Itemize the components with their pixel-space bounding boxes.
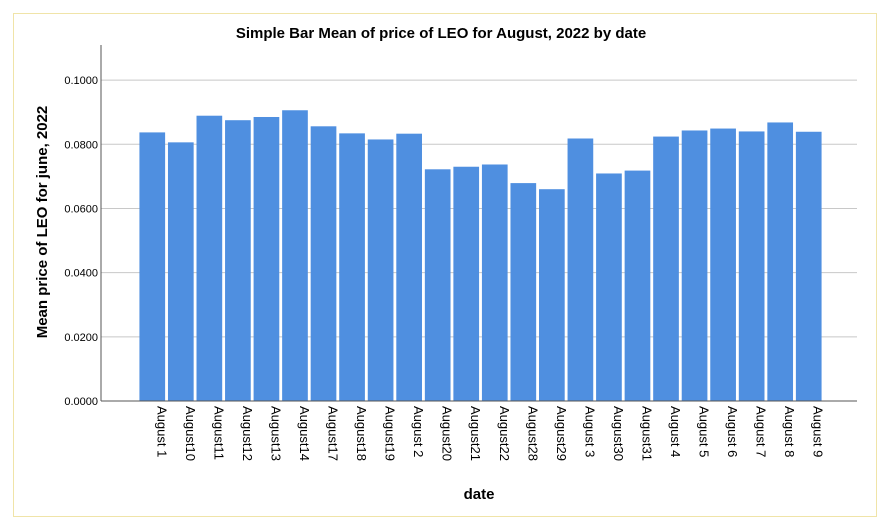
bar: [653, 136, 679, 401]
x-tick-label: August17: [326, 406, 341, 461]
x-tick-label: August19: [383, 406, 398, 461]
x-tick-label: August29: [554, 406, 569, 461]
bar: [396, 133, 422, 401]
bar: [596, 173, 622, 401]
bar: [310, 126, 337, 401]
bar: [453, 166, 480, 401]
x-tick-label: August21: [468, 406, 483, 461]
y-tick-label: 0.0200: [64, 332, 98, 344]
x-tick-label: August28: [525, 406, 540, 461]
bar: [710, 128, 736, 401]
x-tick-label: August30: [611, 406, 626, 461]
x-tick-label: August 1: [154, 406, 169, 457]
x-tick-label: August 6: [725, 406, 740, 457]
y-tick-label: 0.1000: [64, 75, 98, 87]
y-axis-label: Mean price of LEO for june, 2022: [34, 106, 51, 339]
bar: [139, 132, 166, 401]
y-ticks: 0.0000 0.0200 0.0400 0.0600 0.0800 0.1000: [64, 75, 98, 408]
bar: [738, 131, 765, 401]
x-tick-label: August 8: [782, 406, 797, 457]
x-tick-label: August31: [639, 406, 654, 461]
x-tick-label: August12: [240, 406, 255, 461]
x-tick-label: August11: [211, 406, 226, 460]
x-tick-label: August 7: [754, 406, 769, 457]
x-tick-label: August 4: [668, 406, 683, 457]
bar: [681, 130, 708, 401]
bar: [167, 142, 194, 401]
x-tick-label: August 3: [582, 406, 597, 457]
bar: [567, 138, 594, 401]
x-tick-label: August14: [297, 406, 312, 461]
bar: [795, 131, 822, 402]
bar: [767, 122, 794, 401]
axes: [100, 45, 857, 402]
x-ticks: August 1 August10 August11 August12 August13…: [154, 406, 825, 461]
bars: [139, 110, 822, 402]
y-tick-label: 0.0000: [64, 396, 98, 408]
bar: [424, 169, 451, 401]
x-tick-label: August 9: [811, 406, 826, 457]
x-tick-label: August10: [183, 406, 198, 461]
x-tick-label: August20: [440, 406, 455, 461]
bar: [282, 110, 308, 402]
x-tick-label: August 5: [697, 406, 712, 457]
chart-title: Simple Bar Mean of price of LEO for Augu…: [236, 25, 646, 42]
y-tick-label: 0.0400: [64, 268, 98, 280]
bar: [367, 139, 394, 401]
bar: [510, 183, 537, 401]
x-tick-label: August22: [497, 406, 512, 461]
x-tick-label: August18: [354, 406, 369, 461]
bar: [196, 115, 223, 401]
bar: [624, 170, 651, 401]
x-tick-label: August13: [268, 406, 283, 461]
y-tick-label: 0.0800: [64, 139, 98, 151]
bar: [253, 116, 280, 401]
bar: [339, 133, 365, 401]
x-axis-label: date: [464, 486, 495, 503]
x-tick-label: August 2: [411, 406, 426, 457]
bar: [481, 164, 508, 401]
y-tick-label: 0.0600: [64, 203, 98, 215]
bar: [539, 189, 565, 401]
bar: [225, 120, 251, 402]
